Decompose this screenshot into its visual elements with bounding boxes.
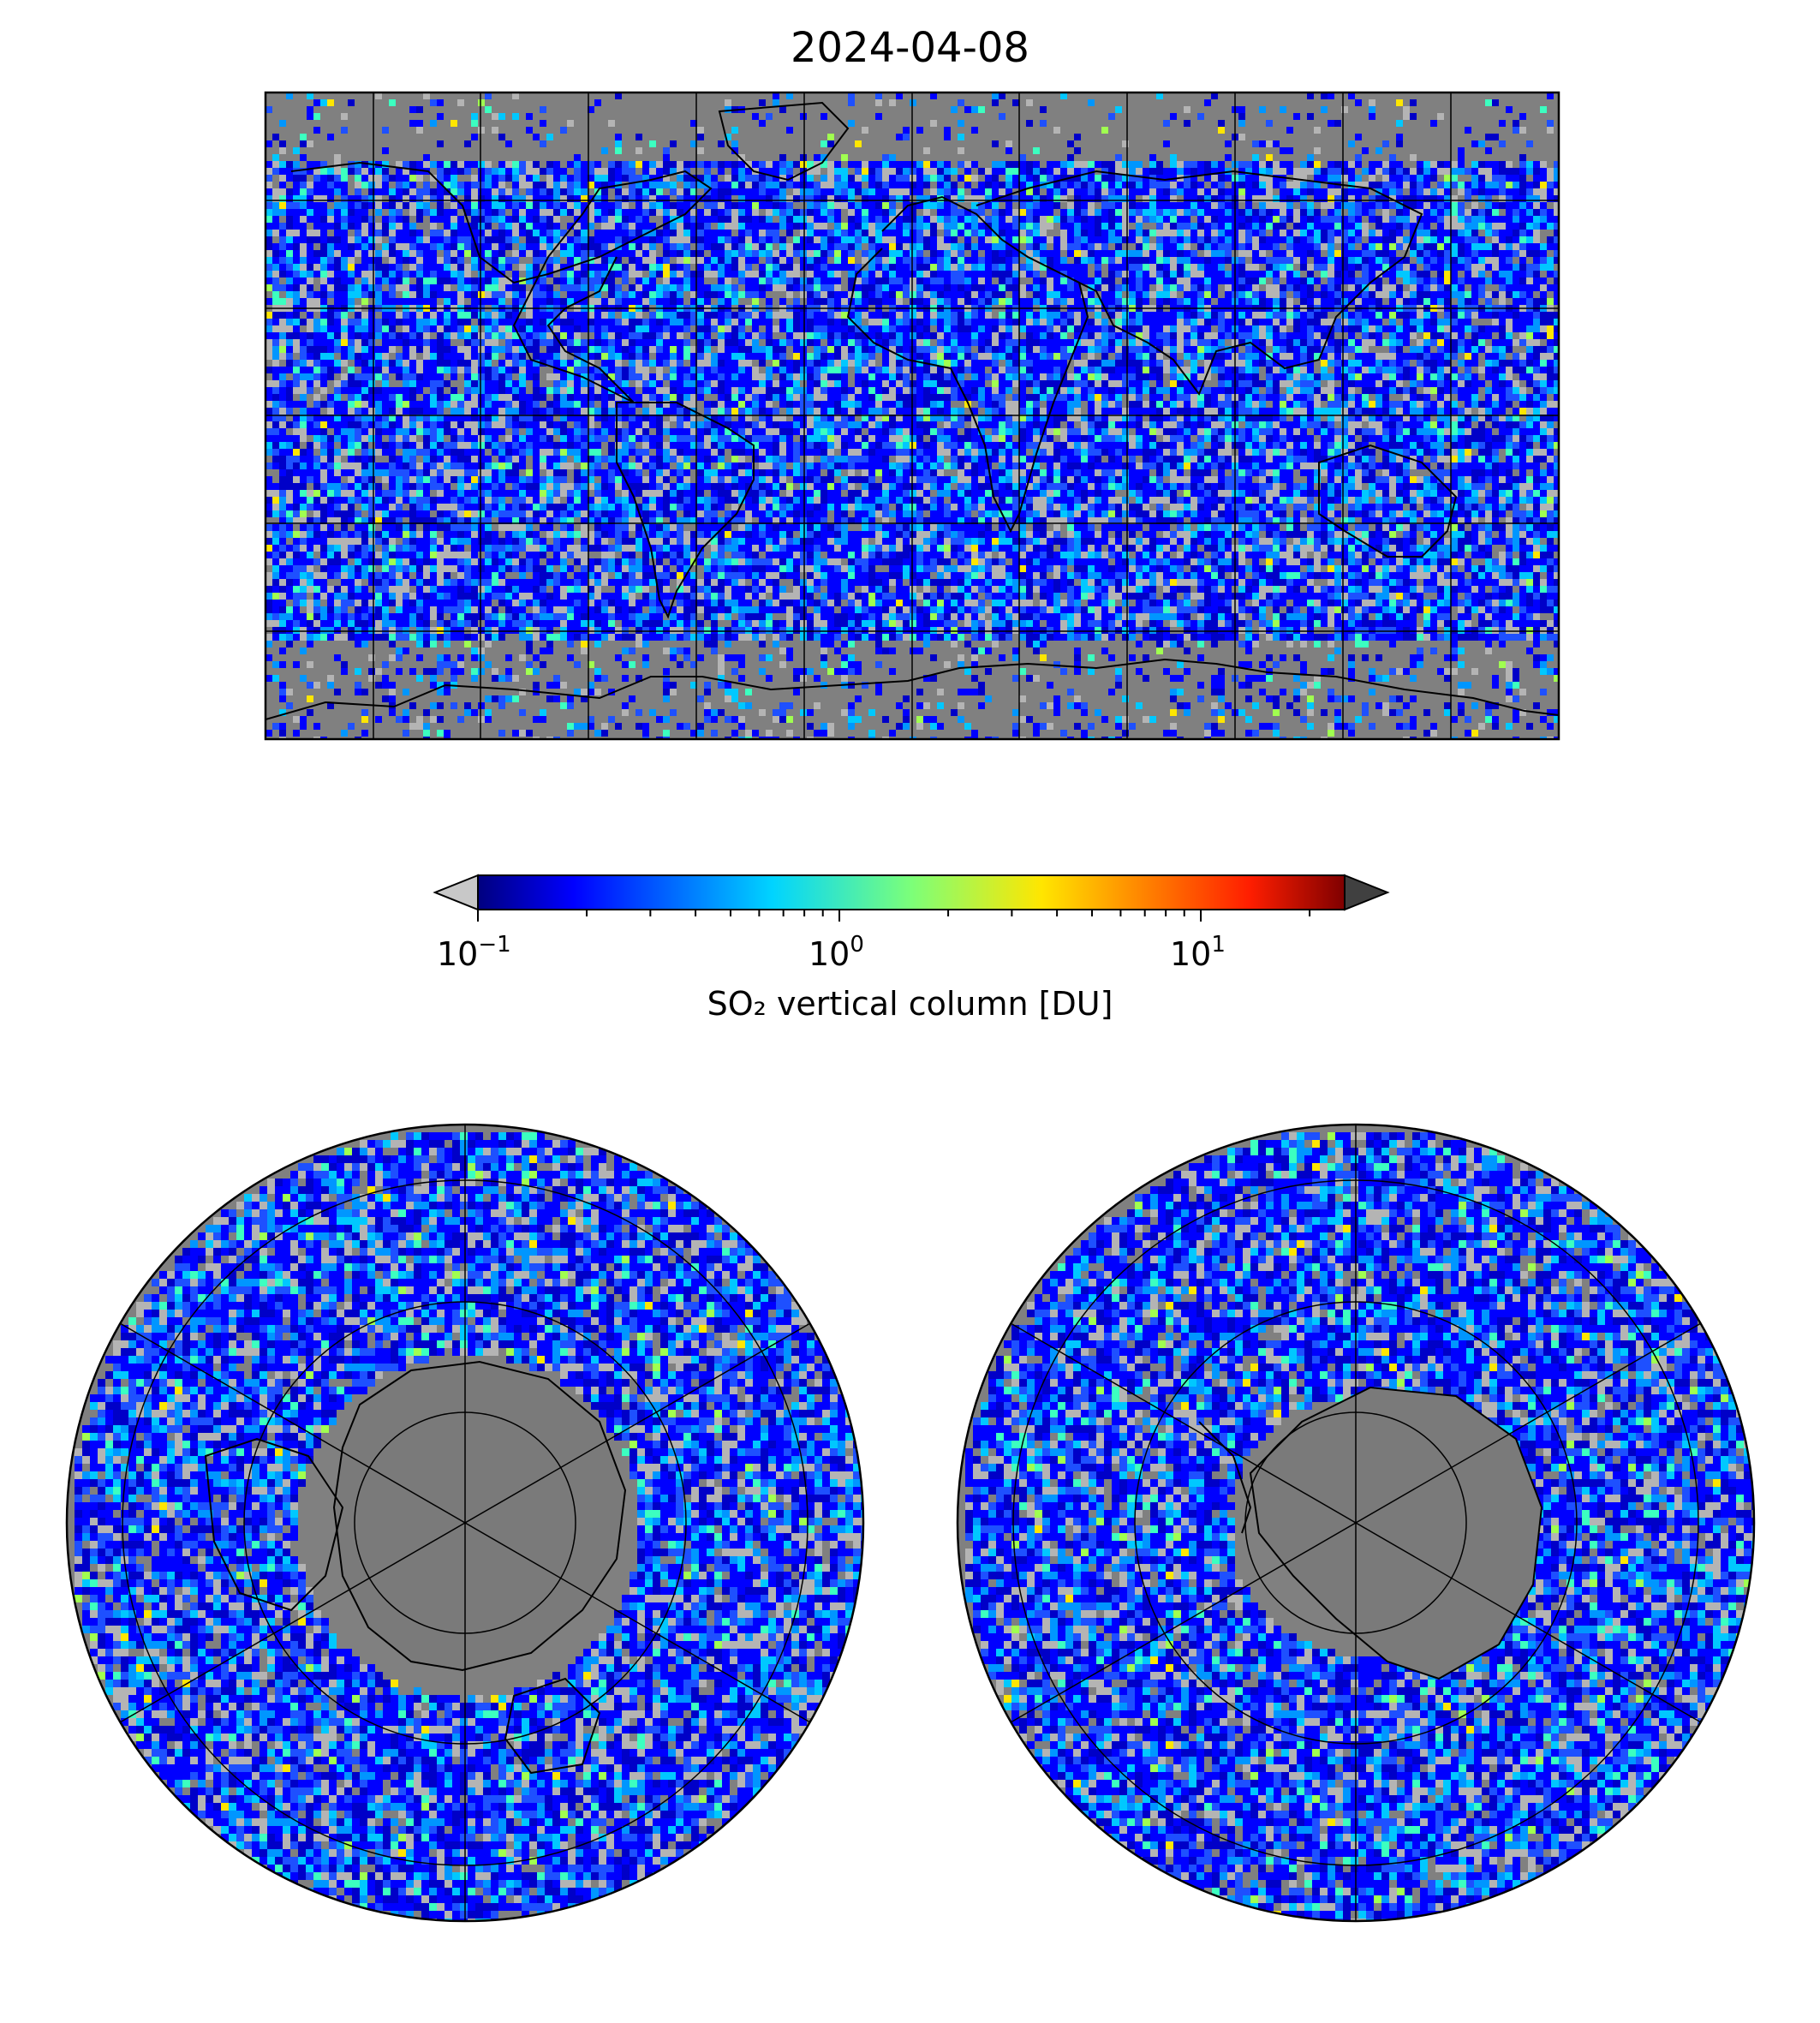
north-so2-data [75, 1132, 863, 1921]
tick-exponent: 1 [1211, 932, 1226, 958]
colorbar-over-extend [1344, 874, 1390, 911]
figure-title: 2024-04-08 [0, 24, 1820, 72]
north-polar-map [65, 1123, 865, 1923]
south-continent [1198, 1386, 1543, 1680]
tick-base: 10 [437, 935, 478, 973]
tick-base: 10 [809, 935, 850, 973]
north-graticule [119, 1125, 811, 1921]
colorbar-tick-label-2: 101 [1170, 932, 1226, 973]
colorbar-ticks [477, 910, 1311, 922]
tick-exponent: −1 [478, 932, 510, 958]
global-frame [264, 91, 1560, 741]
colorbar-tick-label-1: 100 [809, 932, 864, 973]
south-graticule [1010, 1125, 1702, 1921]
global-coastlines [266, 101, 1559, 720]
colorbar-under-extend [433, 874, 479, 911]
global-map [264, 91, 1560, 741]
tick-base: 10 [1170, 935, 1211, 973]
global-graticule [266, 92, 1559, 739]
colorbar [433, 874, 1390, 922]
tick-exponent: 0 [850, 932, 864, 958]
colorbar-tick-label-0: 10−1 [437, 932, 511, 973]
colorbar-gradient [478, 875, 1345, 910]
colorbar-label: SO₂ vertical column [DU] [0, 985, 1820, 1023]
north-continent [204, 1360, 627, 1775]
south-polar-map [956, 1123, 1756, 1923]
